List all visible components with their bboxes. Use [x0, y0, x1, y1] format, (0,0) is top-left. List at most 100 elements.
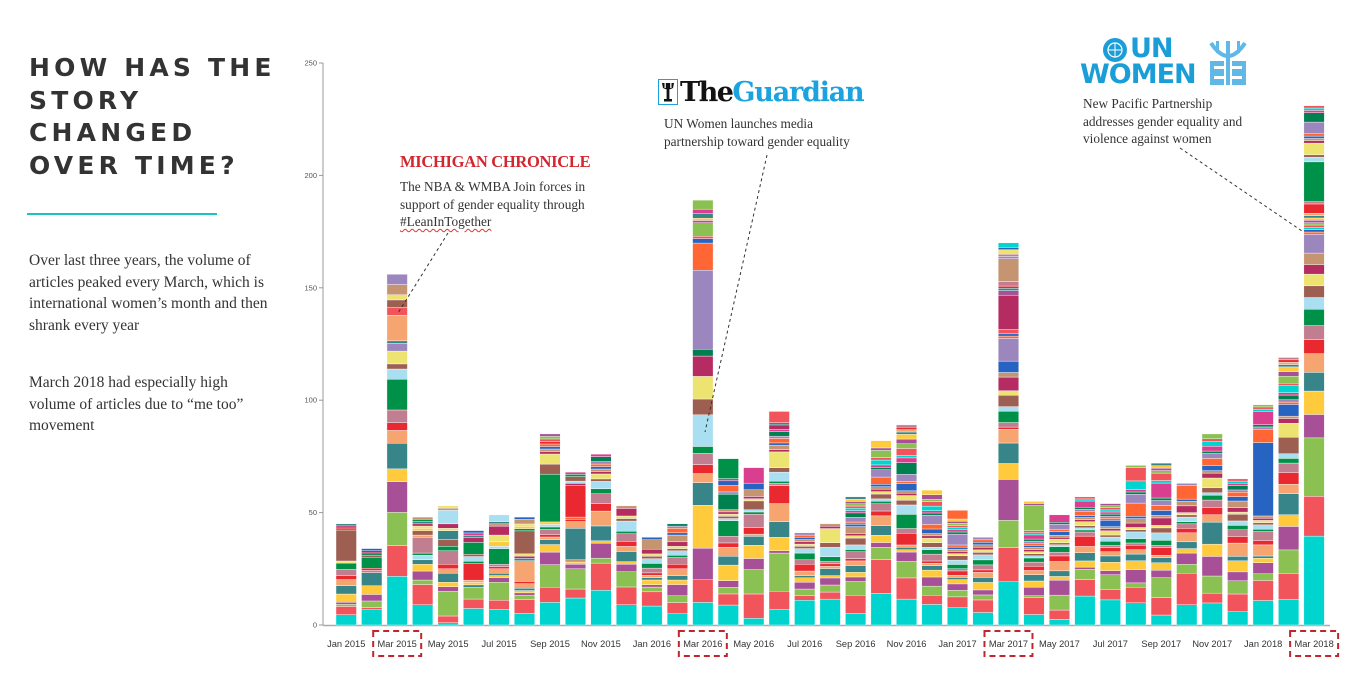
x-tick-label: Jul 2017: [1093, 639, 1128, 649]
bar-segment: [437, 539, 459, 547]
bar-segment: [565, 559, 586, 563]
bar-segment: [1303, 140, 1325, 144]
bar-segment: [1303, 201, 1325, 205]
bar-segment: [1125, 582, 1147, 588]
bar-segment: [1023, 530, 1045, 533]
bar-segment: [361, 585, 383, 595]
bar-segment: [1303, 390, 1325, 415]
bar-segment: [1150, 545, 1172, 549]
bar-segment: [1303, 217, 1325, 221]
bar-segment: [947, 564, 968, 569]
bar-segment: [463, 535, 485, 538]
bar-segment: [743, 467, 765, 484]
bar-segment: [998, 335, 1019, 339]
bar-segment: [1023, 532, 1045, 536]
bar-segment: [1048, 551, 1070, 557]
bar-segment: [1048, 514, 1070, 523]
bar-segment: [666, 532, 688, 536]
x-tick-label: Jul 2016: [787, 639, 822, 649]
bar-segment: [896, 424, 918, 428]
bar-segment: [1074, 552, 1096, 562]
bar-segment: [1176, 564, 1198, 574]
bar-segment: [514, 592, 535, 596]
bar-segment: [1176, 521, 1198, 525]
bar-segment: [947, 607, 968, 626]
bar-segment: [1125, 587, 1147, 604]
bar-segment: [692, 220, 714, 223]
bar-segment: [947, 559, 968, 565]
bar-segment: [488, 600, 510, 610]
bar-segment: [1176, 485, 1198, 500]
bar-segment: [768, 552, 790, 592]
bar-segment: [921, 569, 943, 578]
bar-segment: [870, 493, 892, 500]
bar-segment: [1023, 595, 1045, 598]
bar-segment: [743, 513, 765, 528]
bar-segment: [1048, 523, 1070, 530]
bar-segment: [590, 510, 612, 527]
bar-segment: [972, 539, 994, 543]
bar-segment: [845, 501, 867, 504]
bar-segment: [437, 586, 459, 592]
bar-segment: [1125, 602, 1147, 626]
x-tick-label: Sep 2015: [530, 639, 570, 649]
bar-segment: [717, 556, 739, 566]
bar-segment: [1099, 547, 1121, 552]
bar-segment: [692, 199, 714, 210]
bar-segment: [921, 585, 943, 596]
bar-segment: [539, 451, 561, 455]
bar-sep-2017: [1150, 462, 1172, 626]
bar-segment: [794, 570, 816, 576]
bar-segment: [1150, 482, 1172, 499]
bar-segment: [819, 598, 841, 626]
bar-segment: [1227, 491, 1249, 497]
bar-segment: [412, 584, 434, 605]
bar-segment: [1074, 566, 1096, 570]
bar-segment: [565, 480, 586, 484]
bar-segment: [590, 525, 612, 542]
bar-segment: [386, 294, 408, 301]
bar-oct-2017: [1176, 483, 1198, 626]
bar-segment: [1023, 503, 1045, 506]
bar-segment: [1252, 558, 1274, 563]
bar-segment: [794, 564, 816, 572]
bar-segment: [998, 285, 1019, 289]
bar-segment: [615, 563, 637, 572]
x-tick-label: Mar 2018: [1294, 639, 1333, 649]
bar-segment: [539, 438, 561, 442]
bar-segment: [870, 503, 892, 512]
bar-segment: [768, 537, 790, 552]
bar-segment: [1099, 509, 1121, 513]
bar-segment: [921, 537, 943, 543]
x-tick-label: Mar 2016: [683, 639, 722, 649]
bar-segment: [539, 551, 561, 565]
bar-segment: [1074, 527, 1096, 531]
bar-segment: [1125, 518, 1147, 524]
bar-segment: [1074, 529, 1096, 533]
bar-segment: [947, 555, 968, 561]
bar-segment: [335, 525, 357, 529]
bar-aug-2016: [819, 523, 841, 626]
bar-segment: [539, 602, 561, 626]
x-tick-label: Jan 2017: [938, 639, 976, 649]
bar-segment: [1278, 549, 1300, 574]
bar-segment: [361, 550, 383, 554]
bar-segment: [896, 547, 918, 550]
bar-segment: [1150, 577, 1172, 598]
bar-segment: [386, 443, 408, 470]
bar-segment: [743, 509, 765, 513]
bar-segment: [1074, 509, 1096, 512]
bar-segment: [1278, 598, 1300, 626]
bar-segment: [412, 564, 434, 572]
bar-may-2015: [437, 505, 459, 626]
guardian-annotation-line: partnership toward gender equality: [664, 133, 850, 149]
bar-segment: [412, 523, 434, 527]
bar-segment: [972, 594, 994, 601]
bar-segment: [1278, 458, 1300, 464]
bar-segment: [870, 535, 892, 543]
bar-segment: [794, 559, 816, 565]
michigan-chronicle-logo-text: MICHIGAN CHRONICLE: [400, 152, 591, 171]
bar-segment: [1074, 595, 1096, 626]
bar-segment: [921, 524, 943, 530]
bar-segment: [539, 436, 561, 440]
